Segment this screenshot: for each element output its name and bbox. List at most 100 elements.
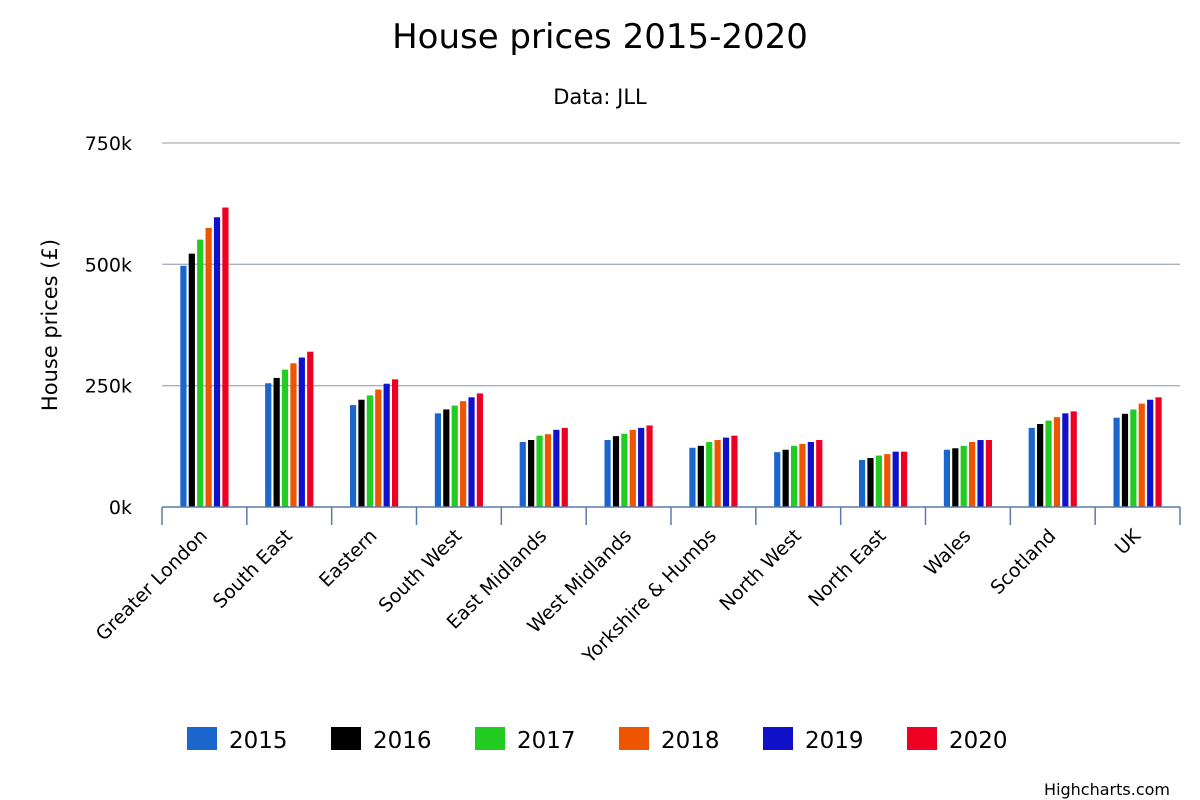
bar-2015-north-west[interactable] [774,452,781,507]
bar-2015-west-midlands[interactable] [604,440,611,507]
bar-2017-yorkshire-humbs[interactable] [706,441,713,507]
bar-2017-south-east[interactable] [281,369,289,507]
bar-2019-greater-london[interactable] [213,217,221,507]
bar-series [180,207,1162,508]
bar-2020-yorkshire-humbs[interactable] [731,435,738,507]
y-tick-label: 0k [109,497,132,519]
bar-2020-south-west[interactable] [476,393,484,507]
x-axis [161,506,1181,525]
bar-2020-uk[interactable] [1155,397,1162,507]
bar-2018-south-east[interactable] [290,363,297,507]
y-axis-label: House prices (£) [38,239,62,411]
chart-subtitle: Data: JLL [553,85,647,109]
bar-2017-uk[interactable] [1130,409,1137,507]
bar-2018-greater-london[interactable] [205,227,212,507]
bar-2018-yorkshire-humbs[interactable] [714,440,721,507]
bar-2020-greater-london[interactable] [222,207,229,508]
bar-2017-east-midlands[interactable] [536,435,543,507]
bar-2016-west-midlands[interactable] [612,436,620,507]
bar-2020-scotland[interactable] [1070,411,1077,507]
bar-2015-eastern[interactable] [349,405,357,507]
legend-swatch [187,727,217,750]
bar-2019-wales[interactable] [977,440,984,507]
legend-item-2020[interactable]: 2020 [907,727,1008,754]
bar-2016-scotland[interactable] [1037,424,1044,507]
bar-2016-eastern[interactable] [358,399,365,507]
bar-2020-east-midlands[interactable] [561,427,568,507]
bar-2016-yorkshire-humbs[interactable] [697,445,704,507]
bar-2018-north-east[interactable] [884,454,891,507]
bar-2016-greater-london[interactable] [188,253,195,507]
bar-2016-north-east[interactable] [867,457,874,507]
legend-swatch [619,727,649,750]
bar-2020-north-west[interactable] [816,440,823,507]
legend-item-2015[interactable]: 2015 [187,727,288,754]
bar-2018-wales[interactable] [969,441,976,507]
bar-2020-north-east[interactable] [900,451,908,507]
bar-2018-south-west[interactable] [460,401,467,507]
legend[interactable]: 2015 2016 2017 2018 2019 2020 [187,727,1008,754]
bar-2019-uk[interactable] [1147,399,1154,507]
bar-2019-eastern[interactable] [383,383,390,507]
bar-2017-eastern[interactable] [366,395,373,507]
bar-2015-south-east[interactable] [265,383,272,507]
bar-2019-north-east[interactable] [892,451,899,507]
bar-2019-south-east[interactable] [298,357,305,507]
bar-2019-south-west[interactable] [468,397,475,507]
y-tick-label: 750k [85,133,132,155]
bar-2019-yorkshire-humbs[interactable] [722,437,730,507]
bar-2016-north-west[interactable] [782,449,789,507]
bar-2015-wales[interactable] [943,449,951,507]
bar-2017-north-west[interactable] [790,445,798,507]
bar-2016-south-west[interactable] [443,409,450,507]
legend-swatch [475,727,505,750]
bar-2017-scotland[interactable] [1045,420,1052,507]
bar-2016-east-midlands[interactable] [528,440,535,507]
bar-2018-west-midlands[interactable] [629,429,636,507]
bar-2020-eastern[interactable] [391,379,399,507]
bar-2019-scotland[interactable] [1062,413,1069,507]
bar-2015-yorkshire-humbs[interactable] [689,447,696,507]
chart-title: House prices 2015-2020 [392,17,808,57]
bar-2016-uk[interactable] [1121,413,1129,507]
bar-2018-north-west[interactable] [799,443,806,507]
legend-label: 2016 [373,728,432,754]
y-tick-label: 250k [85,376,132,398]
legend-item-2019[interactable]: 2019 [763,727,864,754]
bar-2018-eastern[interactable] [375,389,382,507]
bar-2020-south-east[interactable] [307,351,314,507]
bar-2019-west-midlands[interactable] [638,427,645,507]
bar-2020-wales[interactable] [985,440,993,507]
grid-lines [162,142,1180,387]
bar-2019-north-west[interactable] [807,441,814,507]
bar-2017-greater-london[interactable] [197,239,204,507]
bar-2018-uk[interactable] [1138,403,1145,507]
bar-2015-uk[interactable] [1113,417,1120,507]
bar-2018-east-midlands[interactable] [544,434,552,507]
bar-2020-west-midlands[interactable] [646,425,653,507]
bar-2015-east-midlands[interactable] [519,441,526,507]
bar-2015-north-east[interactable] [858,459,866,507]
bar-2016-wales[interactable] [952,448,959,507]
bar-2015-south-west[interactable] [434,413,442,507]
bar-2015-scotland[interactable] [1028,427,1035,507]
legend-label: 2017 [517,728,576,754]
legend-item-2018[interactable]: 2018 [619,727,720,754]
legend-item-2016[interactable]: 2016 [331,727,432,754]
credits-link[interactable]: Highcharts.com [1044,780,1170,799]
bar-2017-south-west[interactable] [451,405,458,507]
bar-2017-wales[interactable] [960,445,967,507]
legend-item-2017[interactable]: 2017 [475,727,576,754]
y-axis-tick-labels: 0k 250k 500k 750k [85,133,132,519]
bar-2017-north-east[interactable] [875,455,882,507]
legend-swatch [331,727,361,750]
bar-2018-scotland[interactable] [1053,417,1061,507]
bar-2016-south-east[interactable] [273,377,280,507]
legend-label: 2018 [661,728,720,754]
legend-label: 2015 [229,728,288,754]
legend-swatch [907,727,937,750]
legend-label: 2019 [805,728,864,754]
bar-2019-east-midlands[interactable] [553,429,560,507]
bar-2017-west-midlands[interactable] [621,433,628,507]
bar-2015-greater-london[interactable] [180,265,187,507]
